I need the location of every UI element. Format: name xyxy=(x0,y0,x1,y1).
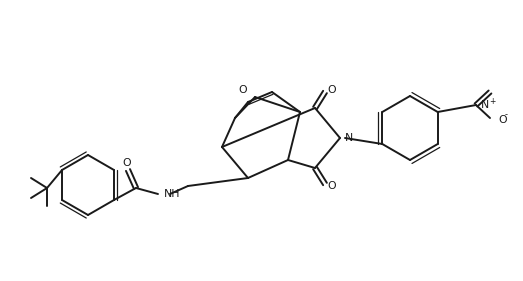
Text: NH: NH xyxy=(164,189,180,199)
Text: N: N xyxy=(345,133,353,143)
Text: O: O xyxy=(328,181,336,191)
Text: O: O xyxy=(328,85,336,95)
Text: O: O xyxy=(123,158,131,168)
Text: -: - xyxy=(505,110,508,119)
Text: N: N xyxy=(481,100,489,110)
Text: O: O xyxy=(498,115,507,125)
Text: +: + xyxy=(489,96,495,105)
Text: O: O xyxy=(238,85,247,95)
